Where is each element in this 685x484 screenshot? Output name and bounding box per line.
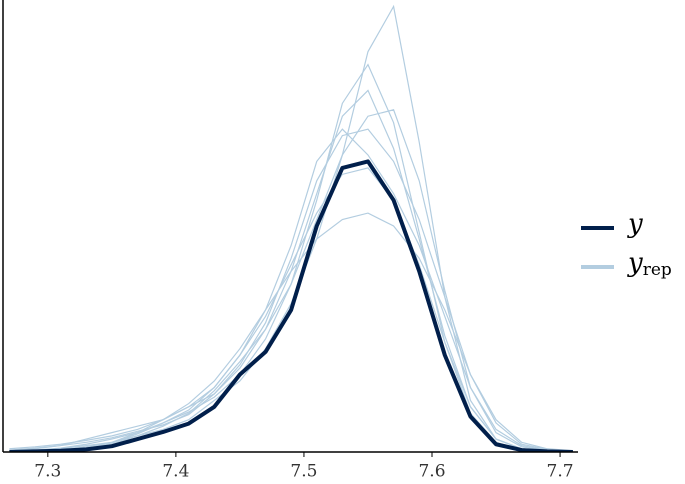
- legend-label-main: y: [627, 248, 643, 278]
- x-tick-label: 7.4: [162, 462, 189, 482]
- observed-line: [9, 159, 573, 452]
- x-tick-label: 7.6: [418, 462, 445, 482]
- replicate-line: [9, 4, 573, 452]
- legend-label: y: [627, 209, 643, 239]
- x-tick-label: 7.3: [34, 462, 61, 482]
- legend-label-subscript: rep: [643, 260, 672, 280]
- x-tick-label: 7.5: [290, 462, 317, 482]
- replicate-line: [9, 212, 573, 452]
- plot-area: [9, 4, 573, 452]
- replicate-line: [9, 109, 573, 452]
- replicate-line: [9, 128, 573, 452]
- x-tick-label: 7.7: [547, 462, 574, 482]
- replicate-line: [9, 128, 573, 452]
- legend-label: yrep: [627, 248, 672, 280]
